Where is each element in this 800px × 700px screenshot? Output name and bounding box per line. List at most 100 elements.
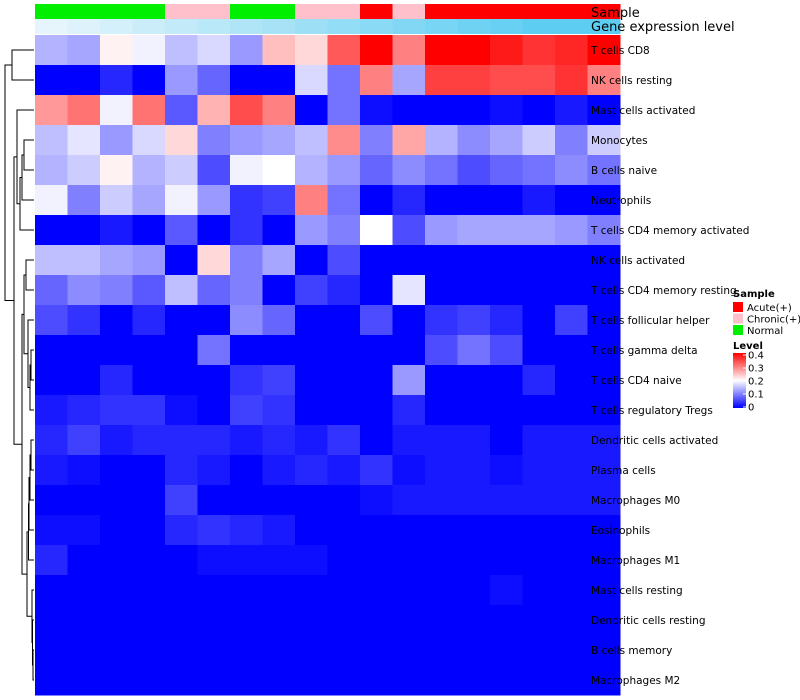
heatmap-cell bbox=[360, 545, 393, 576]
heatmap-cell bbox=[587, 335, 621, 366]
heatmap-cell bbox=[425, 245, 458, 276]
heatmap-cell bbox=[262, 665, 296, 696]
heatmap-cell bbox=[587, 245, 621, 276]
heatmap-cell bbox=[555, 65, 588, 96]
heatmap-cell bbox=[490, 245, 523, 276]
expression-annotation-title: Gene expression level bbox=[591, 20, 735, 35]
heatmap-cell bbox=[230, 245, 263, 276]
heatmap-cell bbox=[67, 155, 101, 186]
heatmap-cell bbox=[165, 515, 198, 546]
level-legend-tick-label: 0.2 bbox=[748, 377, 764, 388]
heatmap-cell bbox=[327, 335, 361, 366]
heatmap-cell bbox=[262, 125, 296, 156]
heatmap-cell bbox=[100, 365, 133, 396]
heatmap-cell bbox=[262, 545, 296, 576]
expression-level-annotation-cell bbox=[165, 19, 198, 34]
heatmap-cell bbox=[360, 95, 393, 126]
heatmap-cell bbox=[165, 215, 198, 246]
heatmap-cell bbox=[327, 65, 361, 96]
heatmap-cell bbox=[165, 485, 198, 516]
heatmap-cell bbox=[262, 305, 296, 336]
heatmap-cell bbox=[262, 575, 296, 606]
heatmap-cell bbox=[490, 395, 523, 426]
heatmap-cell bbox=[100, 575, 133, 606]
heatmap-cell bbox=[35, 65, 68, 96]
row-label: NK cells activated bbox=[591, 255, 685, 267]
heatmap-cell bbox=[197, 605, 231, 636]
heatmap-cell bbox=[132, 155, 166, 186]
heatmap-cell bbox=[327, 485, 361, 516]
heatmap-cell bbox=[197, 65, 231, 96]
heatmap-cell bbox=[457, 335, 491, 366]
heatmap-cell bbox=[425, 515, 458, 546]
heatmap-cell bbox=[392, 665, 426, 696]
row-labels: T cells CD8 NK cells resting Mast cells ac… bbox=[590, 45, 749, 687]
dendrogram-branch bbox=[30, 439, 34, 471]
heatmap-cell bbox=[425, 125, 458, 156]
heatmap-cell bbox=[100, 455, 133, 486]
heatmap-cell bbox=[457, 245, 491, 276]
heatmap-cell bbox=[327, 305, 361, 336]
heatmap-cell bbox=[457, 485, 491, 516]
heatmap-cell bbox=[100, 95, 133, 126]
expression-level-annotation-cell bbox=[425, 19, 458, 34]
sample-legend-swatch bbox=[733, 325, 743, 335]
heatmap-cell bbox=[490, 515, 523, 546]
row-label: Mast cells activated bbox=[591, 105, 695, 117]
heatmap-cell bbox=[425, 485, 458, 516]
heatmap-cell bbox=[490, 155, 523, 186]
heatmap-cell bbox=[490, 65, 523, 96]
heatmap-cell bbox=[392, 65, 426, 96]
heatmap-cell bbox=[262, 515, 296, 546]
heatmap-cell bbox=[295, 35, 328, 66]
heatmap-cell bbox=[132, 575, 166, 606]
heatmap-cell bbox=[230, 605, 263, 636]
heatmap-cell bbox=[555, 575, 588, 606]
heatmap-cell bbox=[522, 275, 556, 306]
heatmap-cell bbox=[360, 245, 393, 276]
heatmap-cell bbox=[165, 455, 198, 486]
heatmap-cell bbox=[555, 305, 588, 336]
heatmap-cell bbox=[295, 425, 328, 456]
heatmap-cell bbox=[327, 95, 361, 126]
heatmap-cell bbox=[360, 395, 393, 426]
heatmap-cell bbox=[132, 65, 166, 96]
sample-annotation-cell bbox=[587, 4, 621, 19]
heatmap-cell bbox=[360, 305, 393, 336]
heatmap-cell bbox=[490, 125, 523, 156]
heatmap-cell bbox=[425, 365, 458, 396]
heatmap-cell bbox=[67, 545, 101, 576]
heatmap-cell bbox=[425, 395, 458, 426]
heatmap-cell bbox=[67, 125, 101, 156]
heatmap-cell bbox=[522, 35, 556, 66]
heatmap-cell bbox=[230, 395, 263, 426]
heatmap-cell bbox=[295, 545, 328, 576]
heatmap-cell bbox=[522, 515, 556, 546]
sample-annotation-cell bbox=[230, 4, 263, 19]
heatmap-cell bbox=[392, 305, 426, 336]
heatmap-cell bbox=[360, 425, 393, 456]
heatmap-cell bbox=[457, 425, 491, 456]
heatmap-cell bbox=[165, 155, 198, 186]
heatmap-cell bbox=[555, 455, 588, 486]
heatmap-cell bbox=[327, 155, 361, 186]
heatmap-cell bbox=[522, 185, 556, 216]
heatmap-cell bbox=[327, 275, 361, 306]
sample-annotation-title: Sample bbox=[591, 6, 640, 21]
heatmap-cell bbox=[230, 575, 263, 606]
heatmap-cell bbox=[490, 575, 523, 606]
expression-level-annotation-cell bbox=[230, 19, 263, 34]
heatmap-cell bbox=[35, 545, 68, 576]
heatmap-cell bbox=[35, 275, 68, 306]
heatmap-cell bbox=[262, 335, 296, 366]
heatmap-cell bbox=[230, 125, 263, 156]
heatmap-cell bbox=[165, 605, 198, 636]
heatmap-cell bbox=[197, 215, 231, 246]
heatmap-cell bbox=[587, 425, 621, 456]
heatmap-cell bbox=[197, 245, 231, 276]
heatmap-cell bbox=[392, 275, 426, 306]
heatmap-cell bbox=[555, 515, 588, 546]
heatmap-cell bbox=[555, 95, 588, 126]
heatmap-cell bbox=[295, 635, 328, 666]
heatmap-cell bbox=[230, 425, 263, 456]
